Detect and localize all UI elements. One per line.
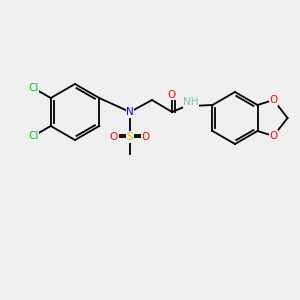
- Text: O: O: [269, 95, 278, 105]
- Text: S: S: [127, 132, 133, 142]
- Text: O: O: [269, 131, 278, 141]
- Text: O: O: [142, 132, 150, 142]
- Text: O: O: [168, 89, 176, 100]
- Text: Cl: Cl: [28, 131, 39, 141]
- Text: Cl: Cl: [28, 83, 39, 93]
- Text: N: N: [126, 107, 134, 117]
- Text: NH: NH: [183, 97, 199, 107]
- Text: O: O: [110, 132, 118, 142]
